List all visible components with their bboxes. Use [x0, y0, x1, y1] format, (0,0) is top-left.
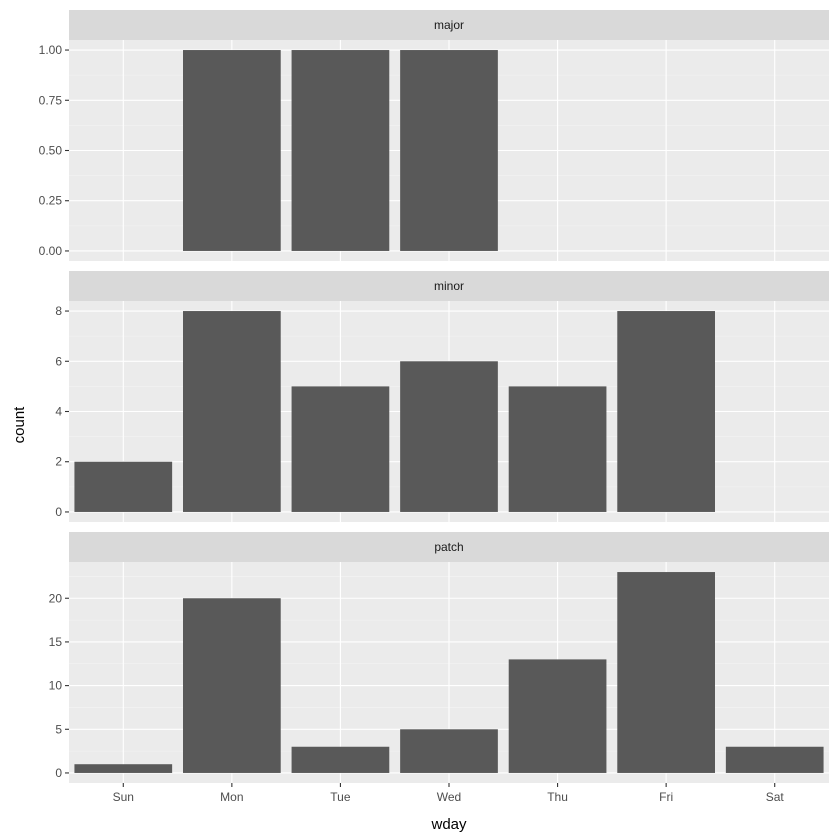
bar-patch-wed — [400, 729, 498, 773]
y-tick-label: 0.50 — [39, 144, 63, 158]
bar-major-mon — [183, 50, 281, 251]
bar-major-wed — [400, 50, 498, 251]
bar-patch-thu — [508, 659, 607, 773]
y-tick-label: 1.00 — [39, 43, 63, 57]
facet-panels: major 0.00 0.25 0.50 0.75 1.00 minor 0 2 4 6 8 patch… — [39, 10, 829, 783]
y-tick-label: 2 — [55, 455, 62, 469]
bar-minor-tue — [291, 386, 390, 512]
y-tick-label: 0 — [55, 766, 62, 780]
x-tick-label: Wed — [437, 790, 461, 804]
x-tick-label: Thu — [547, 790, 568, 804]
bar-minor-wed — [400, 361, 498, 512]
y-tick-label: 0.00 — [39, 244, 63, 258]
facet-strip-label: minor — [434, 279, 464, 293]
bar-patch-sun — [74, 764, 173, 773]
x-tick-label: Mon — [220, 790, 243, 804]
y-tick-label: 5 — [55, 722, 62, 736]
x-tick-label: Fri — [659, 790, 673, 804]
bar-patch-tue — [291, 746, 390, 773]
facet-strip — [69, 532, 829, 562]
y-tick-label: 0.75 — [39, 93, 63, 107]
bar-major-tue — [291, 50, 390, 251]
y-tick-label: 15 — [49, 635, 63, 649]
x-tick-label: Tue — [330, 790, 351, 804]
y-tick-label: 8 — [55, 304, 62, 318]
bar-patch-sat — [725, 746, 824, 773]
x-axis-title: wday — [430, 816, 467, 833]
y-tick-label: 0 — [55, 505, 62, 519]
facet-major: major 0.00 0.25 0.50 0.75 1.00 — [39, 10, 829, 261]
y-tick-label: 0.25 — [39, 194, 63, 208]
facet-strip — [69, 271, 829, 301]
bar-minor-sun — [74, 461, 173, 512]
x-tick-label: Sat — [766, 790, 785, 804]
y-tick-label: 4 — [55, 405, 62, 419]
bar-minor-mon — [183, 311, 281, 512]
facet-patch: patch 0 5 10 15 20 — [49, 532, 829, 783]
x-tick-label: Sun — [113, 790, 134, 804]
x-axis: Sun Mon Tue Wed Thu Fri Sat — [113, 783, 785, 804]
bar-minor-fri — [617, 311, 715, 512]
facet-minor: minor 0 2 4 6 8 — [55, 271, 829, 522]
y-tick-label: 6 — [55, 354, 62, 368]
bar-minor-thu — [508, 386, 607, 512]
y-axis-title: count — [11, 406, 28, 444]
bar-patch-fri — [617, 572, 715, 773]
y-tick-label: 20 — [49, 591, 63, 605]
y-tick-label: 10 — [49, 679, 63, 693]
facet-strip-label: major — [434, 18, 464, 32]
facet-strip — [69, 10, 829, 40]
facet-strip-label: patch — [434, 540, 463, 554]
bar-patch-mon — [183, 598, 281, 773]
